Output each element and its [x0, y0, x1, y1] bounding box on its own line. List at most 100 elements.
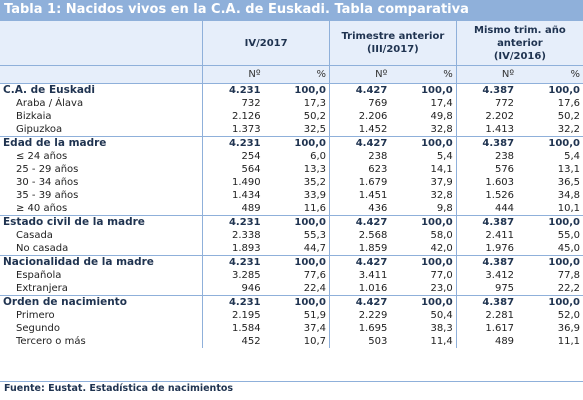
row-label: Estado civil de la madre	[0, 215, 203, 229]
cell-percent: 100,0	[517, 215, 583, 229]
cell-count: 4.427	[329, 83, 391, 97]
cell-count: 1.695	[329, 322, 391, 335]
cell-count: 489	[202, 202, 264, 216]
cell-count: 238	[455, 150, 518, 163]
cell-count: 4.387	[455, 136, 518, 150]
table-row: No casada 1.893 44,7 1.859 42,0 1.976 45,0	[0, 242, 583, 256]
table-row: 25 - 29 años 564 13,3 623 14,1 576 13,1	[0, 163, 583, 176]
table-row: Segundo 1.584 37,4 1.695 38,3 1.617 36,9	[0, 322, 583, 335]
cell-count: 3.412	[455, 269, 518, 282]
row-label: No casada	[16, 243, 69, 254]
cell-percent: 6,0	[310, 151, 326, 162]
cell-count: 4.387	[455, 83, 518, 97]
cell-count: 254	[202, 150, 264, 163]
cell-count: 1.016	[329, 282, 391, 296]
cell-percent: 33,9	[303, 190, 326, 201]
cell-count: 2.411	[455, 229, 518, 242]
row-label: 35 - 39 años	[16, 190, 79, 201]
cell-count: 4.427	[329, 215, 391, 229]
row-label: Orden de nacimiento	[0, 295, 203, 309]
cell-percent: 42,0	[430, 243, 453, 254]
cell-count: 2.338	[202, 229, 264, 242]
cell-percent: 36,5	[557, 177, 580, 188]
cell-count: 576	[455, 163, 518, 176]
cell-count: 1.859	[329, 242, 391, 256]
divider	[0, 20, 583, 21]
cell-count: 436	[329, 202, 391, 216]
table-row: 35 - 39 años 1.434 33,9 1.451 32,8 1.526 34,8	[0, 189, 583, 202]
column-group-current: IV/2017	[202, 21, 330, 66]
cell-count: 564	[202, 163, 264, 176]
cell-count: 1.413	[455, 123, 518, 137]
cell-percent: 49,8	[430, 111, 453, 122]
cell-count: 4.387	[455, 215, 518, 229]
column-pct-header: %	[390, 65, 457, 84]
births-table: IV/2017 Trimestre anterior (III/2017) Mi…	[0, 21, 583, 348]
divider	[0, 381, 583, 382]
cell-count: 946	[202, 282, 264, 296]
table-row: Primero 2.195 51,9 2.229 50,4 2.281 52,0	[0, 309, 583, 322]
column-group-previous-quarter: Trimestre anterior (III/2017)	[329, 21, 457, 66]
table-body: C.A. de Euskadi 4.231 100,0 4.427 100,0 4.387…	[0, 83, 583, 348]
cell-percent: 77,6	[303, 270, 326, 281]
cell-percent: 22,4	[303, 283, 326, 294]
table-row: Española 3.285 77,6 3.411 77,0 3.412 77,8	[0, 269, 583, 282]
cell-count: 1.434	[202, 189, 264, 202]
corner-header	[0, 21, 203, 66]
cell-percent: 100,0	[517, 136, 583, 150]
table-row: Casada 2.338 55,3 2.568 58,0 2.411 55,0	[0, 229, 583, 242]
cell-percent: 50,4	[430, 310, 453, 321]
row-label: Primero	[16, 310, 55, 321]
cell-count: 4.427	[329, 255, 391, 269]
cell-count: 2.195	[202, 309, 264, 322]
cell-percent: 36,9	[557, 323, 580, 334]
column-n-header: Nº	[202, 65, 264, 84]
table-group-row: Nacionalidad de la madre 4.231 100,0 4.427 1…	[0, 255, 583, 269]
cell-percent: 37,9	[430, 177, 453, 188]
column-pct-header: %	[263, 65, 330, 84]
cell-percent: 44,7	[303, 243, 326, 254]
cell-count: 4.231	[202, 215, 264, 229]
cell-percent: 11,4	[430, 336, 453, 347]
table-group-row: Estado civil de la madre 4.231 100,0 4.427 1…	[0, 215, 583, 229]
cell-count: 2.281	[455, 309, 518, 322]
column-pct-header: %	[517, 65, 583, 84]
cell-count: 2.568	[329, 229, 391, 242]
row-label: Tercero o más	[16, 336, 86, 347]
cell-percent: 17,3	[303, 98, 326, 109]
row-label: Araba / Álava	[16, 98, 84, 109]
cell-percent: 9,8	[436, 203, 453, 214]
column-group-same-quarter-last-year: Mismo trim. año anterior (IV/2016)	[455, 21, 583, 66]
row-label: Nacionalidad de la madre	[0, 255, 203, 269]
corner-subheader	[0, 65, 203, 84]
row-label: Extranjera	[16, 283, 68, 294]
cell-count: 489	[455, 335, 518, 348]
row-label: 30 - 34 años	[16, 177, 79, 188]
cell-percent: 35,2	[303, 177, 326, 188]
cell-percent: 77,8	[557, 270, 580, 281]
cell-percent: 17,6	[557, 98, 580, 109]
cell-percent: 32,5	[303, 124, 326, 135]
cell-count: 2.229	[329, 309, 391, 322]
cell-percent: 32,2	[557, 124, 580, 135]
cell-percent: 32,8	[430, 124, 453, 135]
cell-count: 2.206	[329, 110, 391, 123]
table-row: Bizkaia 2.126 50,2 2.206 49,8 2.202 50,2	[0, 110, 583, 123]
row-label: Gipuzkoa	[16, 124, 63, 135]
cell-percent: 100,0	[263, 215, 330, 229]
row-label: Casada	[16, 230, 53, 241]
cell-count: 769	[329, 97, 391, 110]
cell-count: 2.126	[202, 110, 264, 123]
cell-count: 1.490	[202, 176, 264, 189]
cell-percent: 5,4	[436, 151, 453, 162]
cell-count: 4.387	[455, 295, 518, 309]
cell-count: 4.231	[202, 255, 264, 269]
row-label: ≤ 24 años	[16, 151, 68, 162]
column-n-header: Nº	[329, 65, 391, 84]
cell-count: 4.231	[202, 136, 264, 150]
cell-percent: 100,0	[390, 255, 457, 269]
cell-count: 4.387	[455, 255, 518, 269]
cell-percent: 45,0	[557, 243, 580, 254]
cell-percent: 32,8	[430, 190, 453, 201]
cell-percent: 34,8	[557, 190, 580, 201]
